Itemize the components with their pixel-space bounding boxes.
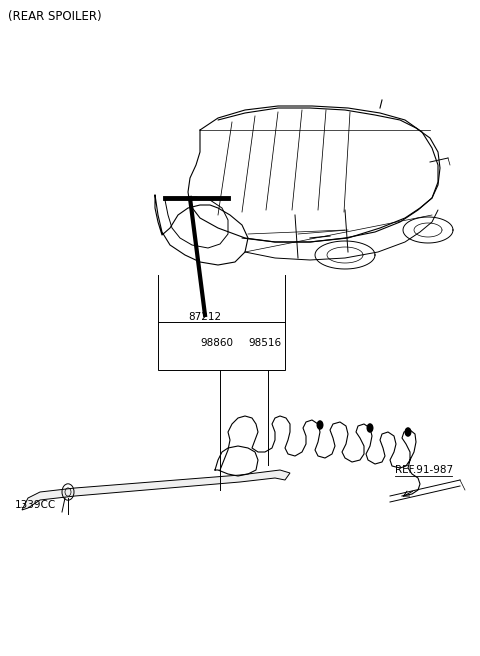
Circle shape <box>367 423 373 433</box>
Text: 87212: 87212 <box>189 312 222 322</box>
Text: REF.91-987: REF.91-987 <box>395 465 453 475</box>
Text: 1339CC: 1339CC <box>15 500 56 510</box>
Text: (REAR SPOILER): (REAR SPOILER) <box>8 10 102 23</box>
Polygon shape <box>22 470 290 510</box>
Text: 98860: 98860 <box>200 338 233 348</box>
Bar <box>158 322 285 370</box>
Text: 98516: 98516 <box>248 338 281 348</box>
Circle shape <box>405 427 411 437</box>
Circle shape <box>316 420 324 430</box>
